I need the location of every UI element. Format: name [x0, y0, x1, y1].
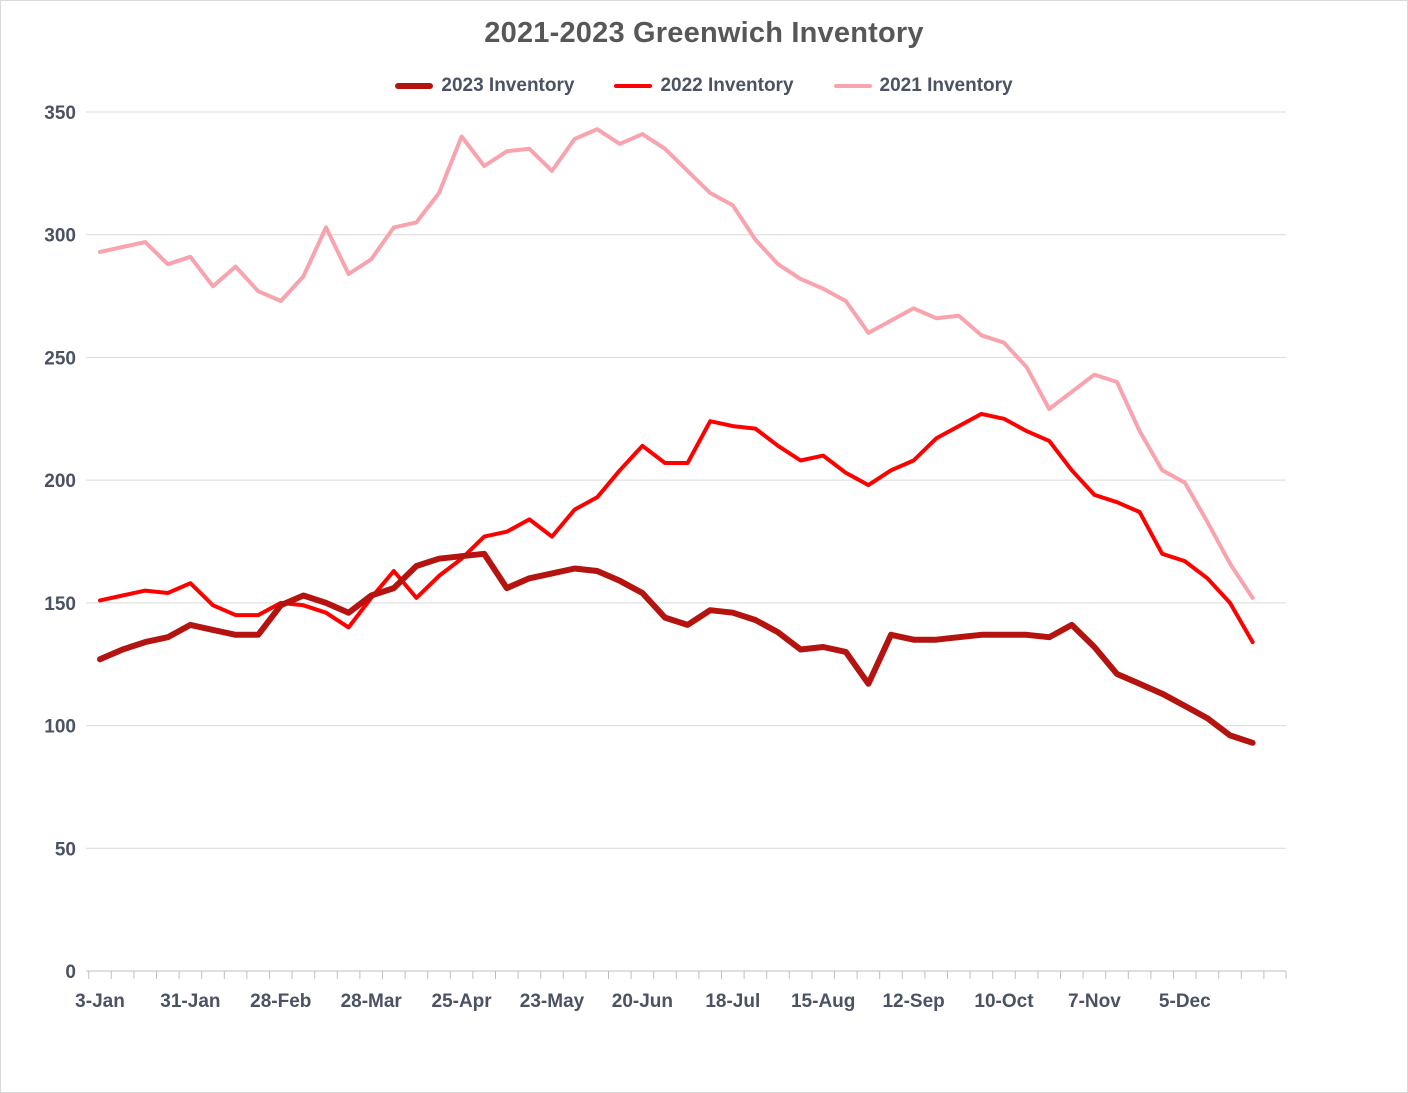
x-axis-tick-label: 15-Aug — [791, 991, 855, 1012]
y-axis-tick-label: 250 — [44, 348, 76, 369]
legend-line-swatch-icon — [614, 84, 653, 88]
legend-line-swatch-icon — [395, 83, 434, 89]
series-line-2021-inventory[interactable] — [98, 127, 1255, 600]
chart-title: 2021-2023 Greenwich Inventory — [484, 17, 924, 49]
x-axis-tick-label: 28-Feb — [250, 991, 311, 1012]
x-axis-tick-label: 25-Apr — [432, 991, 493, 1012]
y-axis-tick-label: 0 — [65, 962, 76, 983]
legend-item-2023-inventory[interactable]: 2023 Inventory — [395, 75, 574, 97]
series-line-2023-inventory[interactable] — [97, 550, 1256, 746]
legend-item-label: 2021 Inventory — [879, 75, 1013, 96]
x-axis-tick-label: 12-Sep — [882, 991, 944, 1012]
legend-item-label: 2022 Inventory — [660, 75, 794, 96]
y-axis-tick-label: 350 — [44, 103, 76, 124]
legend-item-2021-inventory[interactable]: 2021 Inventory — [833, 75, 1013, 97]
legend-item-2022-inventory[interactable]: 2022 Inventory — [614, 75, 794, 97]
x-axis-tick-label: 18-Jul — [705, 991, 760, 1012]
legend: 2023 Inventory 2022 Inventory 2021 Invento… — [1, 75, 1407, 97]
y-axis-tick-label: 150 — [44, 594, 76, 615]
x-axis-tick-label: 28-Mar — [341, 991, 403, 1012]
y-axis-tick-label: 200 — [44, 471, 76, 492]
x-axis-tick-label: 10-Oct — [974, 991, 1034, 1012]
x-axis-tick-label: 31-Jan — [160, 991, 220, 1012]
x-axis-tick-label: 7-Nov — [1068, 991, 1121, 1012]
x-axis-tick-label: 5-Dec — [1159, 991, 1211, 1012]
series-line-2022-inventory[interactable] — [98, 411, 1255, 645]
y-axis-tick-label: 50 — [55, 839, 76, 860]
legend-line-swatch-icon — [833, 84, 872, 88]
x-axis-tick-label: 20-Jun — [612, 991, 673, 1012]
x-axis-tick-label: 3-Jan — [75, 991, 125, 1012]
y-axis-tick-label: 100 — [44, 717, 76, 738]
legend-item-label: 2023 Inventory — [441, 75, 575, 96]
y-axis-tick-label: 300 — [44, 226, 76, 247]
x-axis-tick-label: 23-May — [520, 991, 585, 1012]
